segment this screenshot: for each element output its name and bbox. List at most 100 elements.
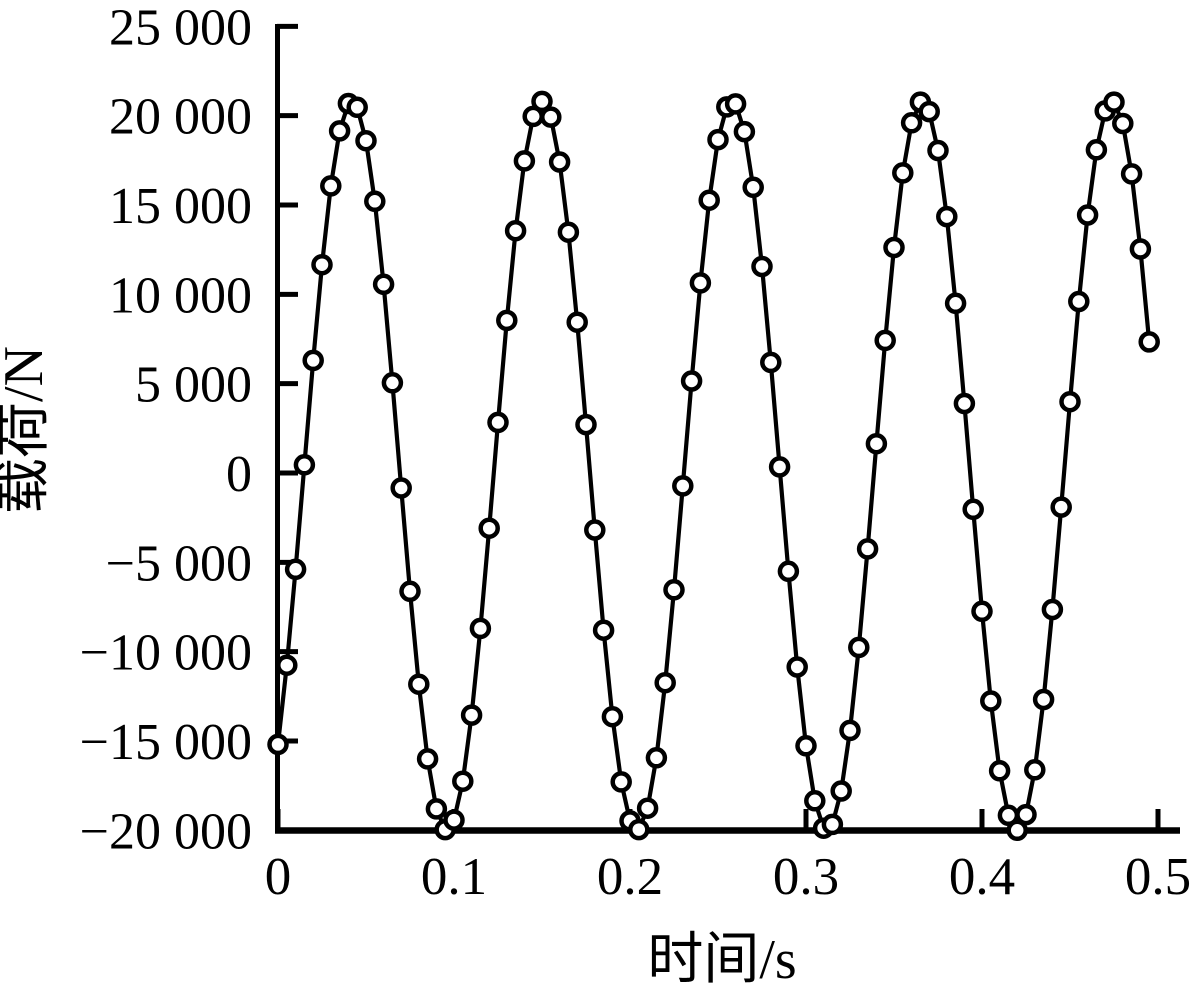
plot-axes [275,23,1180,834]
data-point-marker [513,150,536,172]
data-point-marker [575,413,597,436]
data-point-marker [1050,496,1072,518]
data-point-marker [804,790,826,812]
data-point-marker [267,733,289,756]
data-point-marker [918,100,940,123]
data-point-marker [856,538,879,560]
data-point-marker [698,189,720,211]
data-line [275,99,1152,833]
data-point-marker [742,176,764,199]
data-point-marker [707,128,729,151]
data-point-marker [1129,238,1152,260]
data-point-marker [636,797,659,819]
data-point-marker [557,221,580,243]
data-point-marker [680,370,703,392]
y-tick-label: −15 000 [80,714,252,771]
y-tick-label: 25 000 [109,0,252,56]
data-point-marker [971,600,993,623]
data-point-marker [936,205,958,228]
data-point-marker [1085,139,1108,161]
data-point-marker [496,309,518,332]
data-point-marker [689,272,712,294]
data-point-marker [768,456,791,478]
data-point-marker [478,517,500,539]
data-point-marker [953,392,976,415]
data-point-marker [962,498,984,521]
data-point-marker [1006,819,1028,842]
data-point-marker [821,813,844,836]
data-point-marker [320,175,342,197]
data-point-marker [610,771,632,793]
x-tick-label: 0.3 [773,848,839,906]
x-tick-label: 0 [265,848,292,906]
data-point-marker [654,671,676,694]
data-point-marker [848,636,870,659]
data-point-marker [548,151,571,173]
data-point-marker [460,704,483,726]
data-point-marker [390,477,412,499]
data-point-marker [628,818,650,841]
y-tick-label: 10 000 [109,267,252,324]
data-point-marker [944,292,967,315]
data-point-marker [795,735,817,757]
y-tick-label: 20 000 [109,89,252,146]
data-point-marker [865,432,888,455]
x-tick-label: 0.5 [1125,848,1191,906]
data-point-marker [1076,204,1099,226]
data-point-marker [830,780,852,802]
data-point-marker [328,120,351,142]
x-axis-tick-labels: 0 0.1 0.2 0.3 0.4 0.5 [265,848,1191,906]
data-point-marker [760,351,782,374]
data-point-marker [399,580,421,603]
data-point-marker [531,90,553,113]
data-point-marker [777,560,800,583]
y-tick-label: 5 000 [135,357,252,414]
data-point-marker [1120,163,1143,185]
data-point-marker [883,236,905,259]
data-point-marker [1068,290,1090,313]
data-point-marker [284,558,307,581]
data-point-marker [663,579,685,601]
data-point-marker [381,372,404,394]
data-point-marker [302,349,324,372]
data-point-marker [443,809,465,831]
data-point-marker [1138,331,1160,353]
data-point-marker [751,255,773,278]
data-point-marker [980,690,1002,712]
data-point-marker [1059,390,1081,413]
data-point-marker [504,219,527,242]
data-point-marker [346,96,368,119]
data-point-marker [786,656,808,678]
data-point-marker [839,719,861,742]
data-point-marker [372,273,395,296]
data-point-marker [1032,688,1055,711]
x-tick-label: 0.1 [421,848,487,906]
data-point-marker [276,654,298,676]
data-point-marker [311,253,333,276]
y-tick-label: 15 000 [109,178,252,235]
y-axis-title: 载荷/N [0,346,55,514]
data-point-marker [416,748,439,770]
data-point-marker [425,798,448,820]
data-point-marker [487,411,509,434]
data-point-marker [988,760,1011,782]
data-point-marker [1112,112,1134,135]
x-tick-label: 0.2 [597,848,663,906]
y-tick-label: −20 000 [80,803,252,860]
data-point-marker [672,475,694,497]
y-tick-label: −5 000 [106,535,252,592]
data-point-marker [601,705,624,728]
data-point-marker [293,454,316,476]
y-axis-tick-labels: 25 000 20 000 15 000 10 000 5 000 0 −5 000 −10 … [80,0,252,860]
data-point-marker [408,673,430,695]
data-point-marker [540,106,562,128]
data-point-marker [874,329,896,352]
data-point-marker [1015,803,1037,826]
data-point-marker [355,129,377,152]
y-tick-label: 0 [226,446,252,503]
data-point-marker [364,190,386,213]
data-point-marker [566,311,588,333]
data-point-marker [469,617,492,640]
